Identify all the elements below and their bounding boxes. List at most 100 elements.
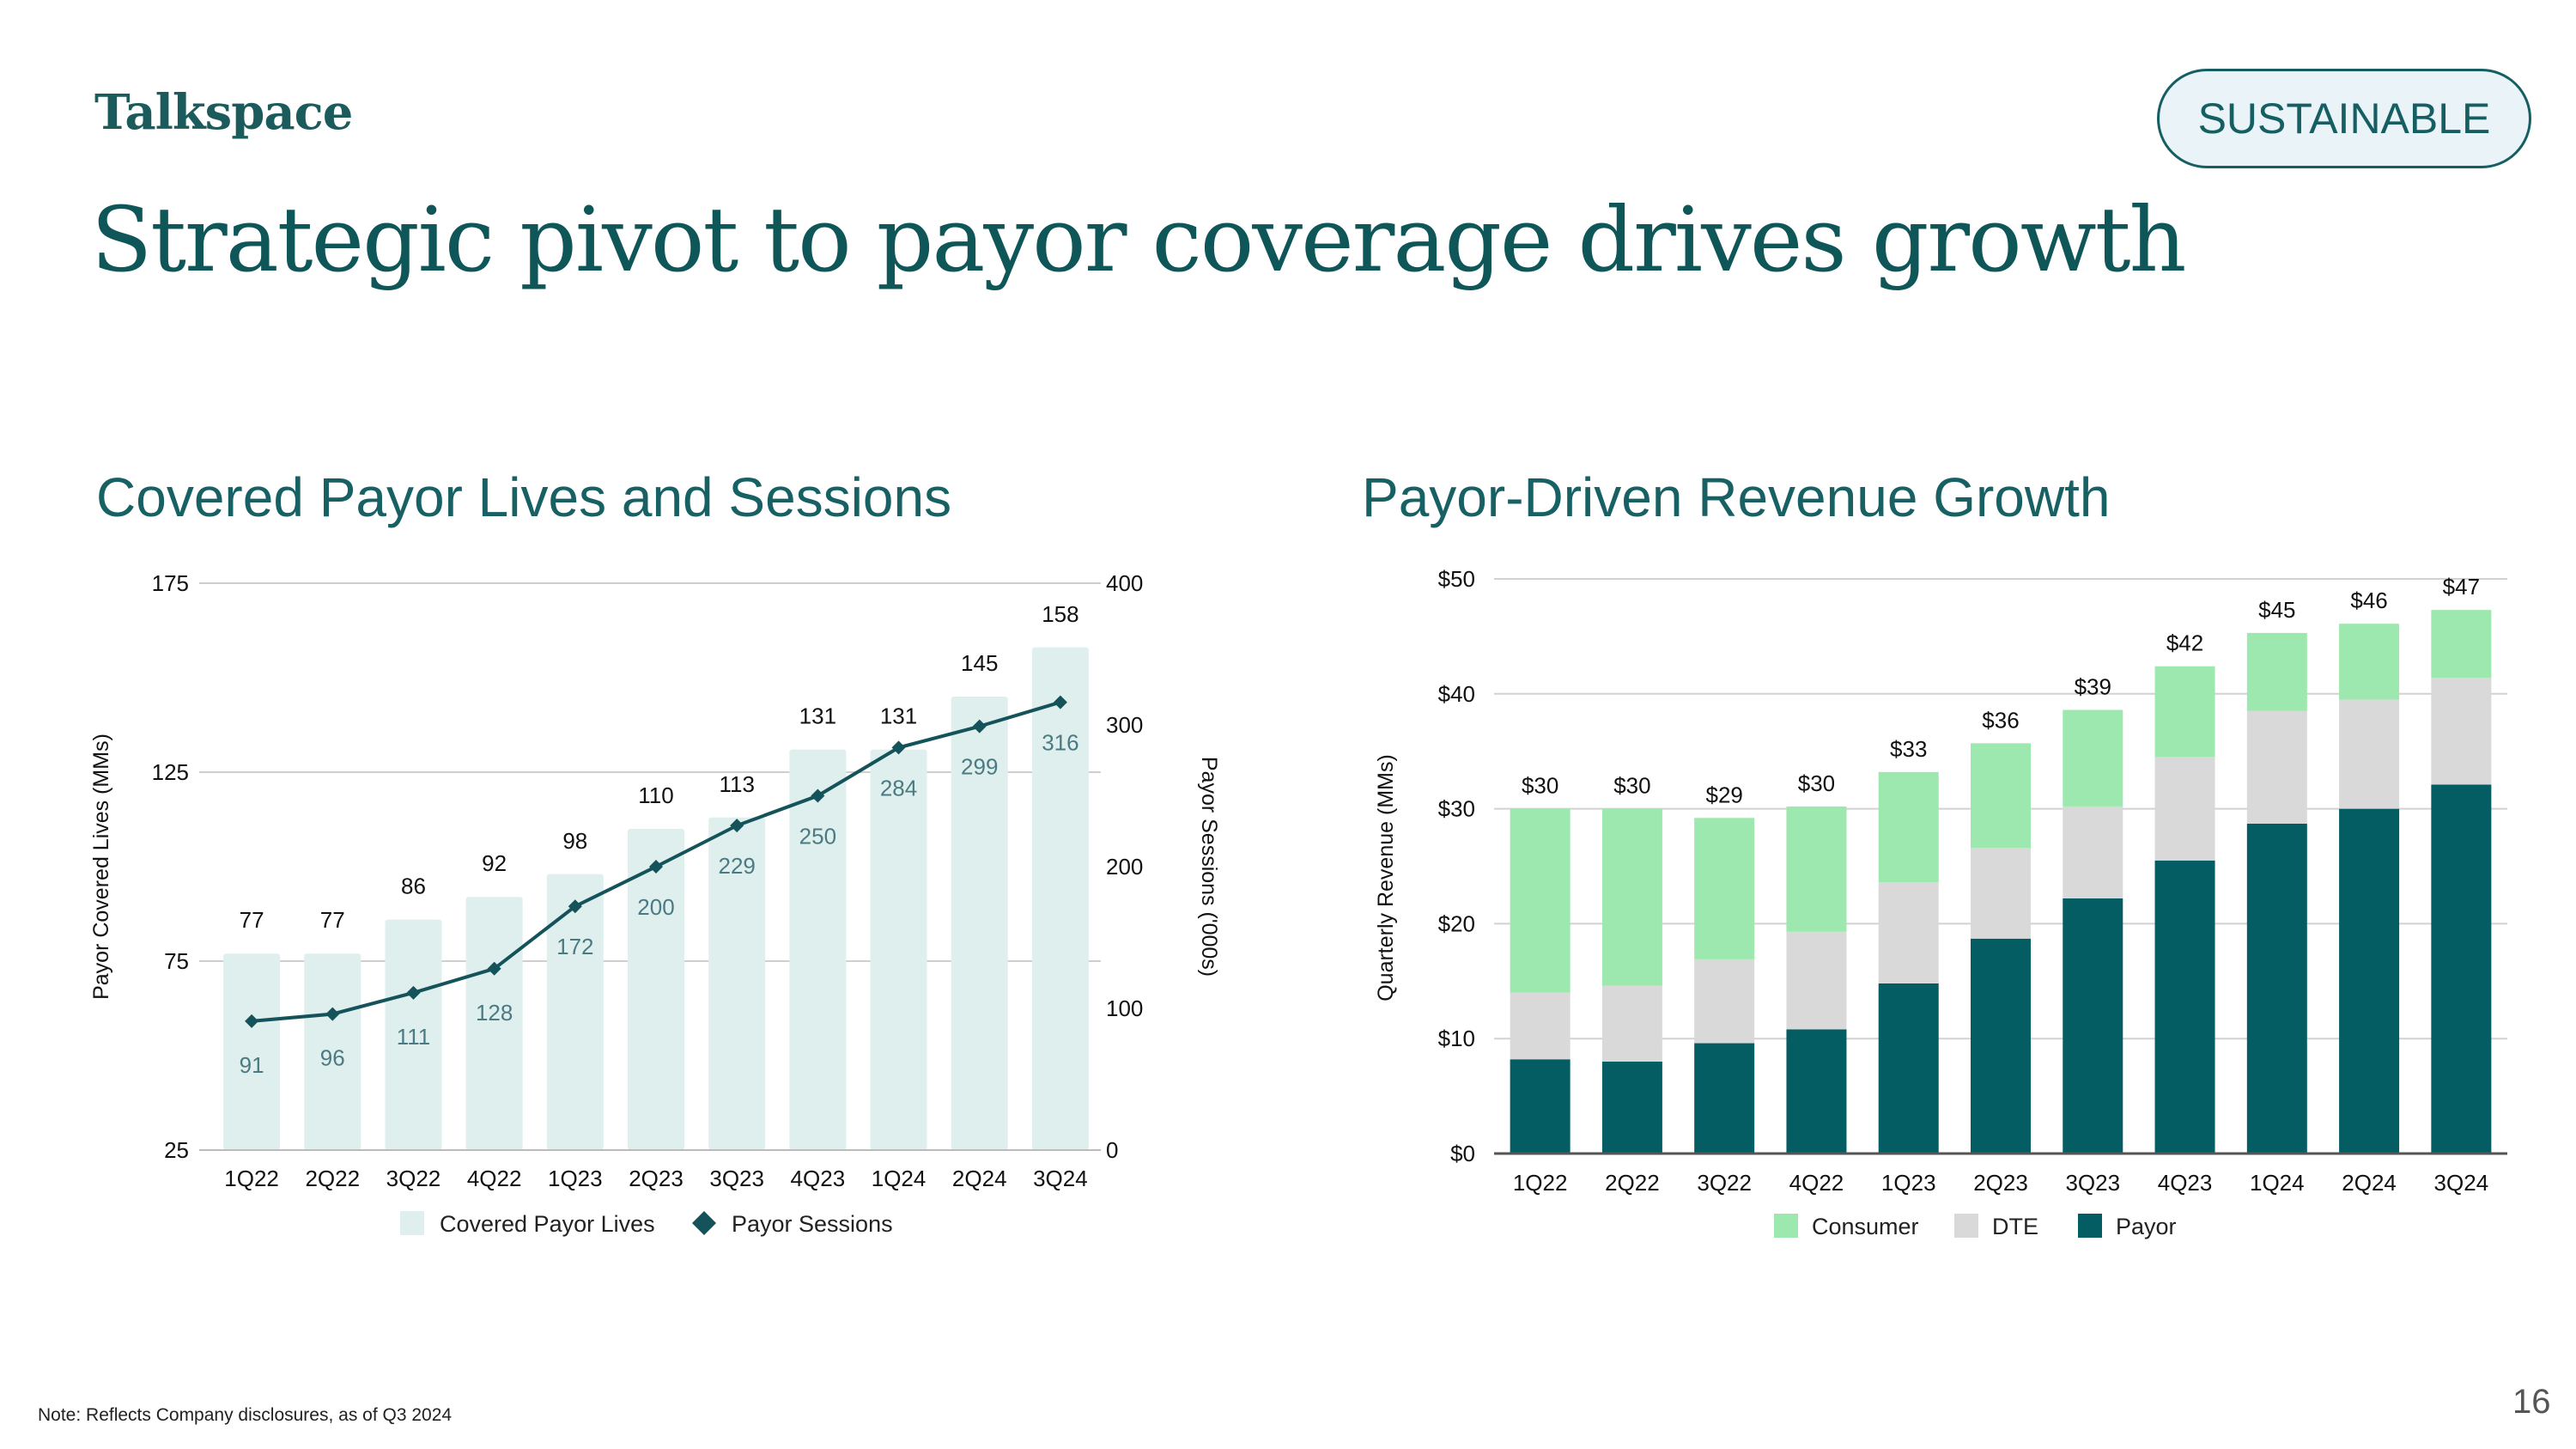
covered-lives-label: 113 bbox=[719, 771, 754, 797]
payor-sessions-label: 200 bbox=[637, 894, 674, 920]
x-tick-label: 3Q22 bbox=[386, 1166, 441, 1191]
dte-revenue-bar bbox=[2154, 757, 2215, 861]
y-tick-label: 175 bbox=[152, 570, 189, 596]
payor-sessions-label: 128 bbox=[476, 1000, 513, 1026]
legend-dte-label: DTE bbox=[1992, 1214, 2038, 1239]
payor-sessions-point bbox=[568, 899, 582, 914]
payor-revenue-bar bbox=[1786, 1029, 1847, 1154]
revenue-total-label: $39 bbox=[2075, 674, 2111, 700]
dte-revenue-bar bbox=[2246, 710, 2307, 824]
legend-payor-label: Payor bbox=[2116, 1214, 2177, 1239]
x-tick-label: 3Q24 bbox=[2434, 1170, 2489, 1196]
x-tick-label: 4Q23 bbox=[791, 1166, 846, 1191]
revenue-total-label: $33 bbox=[1890, 736, 1927, 762]
legend-consumer-swatch bbox=[1774, 1214, 1798, 1238]
payor-sessions-label: 299 bbox=[961, 754, 998, 780]
dte-revenue-bar bbox=[1510, 992, 1571, 1060]
covered-lives-label: 77 bbox=[240, 907, 264, 933]
payor-sessions-label: 229 bbox=[718, 853, 755, 879]
y-tick-label: $10 bbox=[1438, 1026, 1475, 1051]
x-tick-label: 1Q22 bbox=[1513, 1170, 1568, 1196]
dte-revenue-bar bbox=[1971, 848, 2031, 939]
covered-lives-bar bbox=[870, 749, 927, 1150]
payor-revenue-bar bbox=[2431, 784, 2492, 1154]
payor-revenue-bar bbox=[1694, 1043, 1755, 1154]
x-tick-label: 1Q24 bbox=[872, 1166, 927, 1191]
covered-lives-bar bbox=[789, 749, 847, 1150]
dte-revenue-bar bbox=[1694, 959, 1755, 1044]
payor-revenue-bar bbox=[1971, 938, 2031, 1154]
covered-lives-bar bbox=[304, 953, 361, 1150]
covered-lives-bar bbox=[223, 953, 281, 1150]
x-tick-label: 1Q24 bbox=[2250, 1170, 2305, 1196]
dte-revenue-bar bbox=[2063, 806, 2123, 898]
talkspace-logo: Talkspace bbox=[94, 84, 353, 141]
covered-lives-bar bbox=[1031, 647, 1089, 1150]
dte-revenue-bar bbox=[2339, 699, 2400, 809]
y-tick-label: 125 bbox=[152, 759, 189, 785]
x-tick-label: 1Q23 bbox=[1881, 1170, 1936, 1196]
payor-revenue-bar bbox=[1510, 1059, 1571, 1154]
consumer-revenue-bar bbox=[2431, 610, 2492, 679]
y-tick-label: $0 bbox=[1450, 1141, 1475, 1166]
covered-lives-label: 77 bbox=[320, 907, 345, 933]
payor-revenue-bar bbox=[2246, 823, 2307, 1154]
dte-revenue-bar bbox=[1601, 985, 1662, 1062]
payor-revenue-bar bbox=[2154, 860, 2215, 1154]
consumer-revenue-bar bbox=[1971, 743, 2031, 849]
revenue-total-label: $36 bbox=[1982, 707, 2019, 733]
payor-sessions-point bbox=[406, 985, 421, 1000]
consumer-revenue-bar bbox=[2063, 709, 2123, 807]
consumer-revenue-bar bbox=[1694, 818, 1755, 959]
payor-sessions-point bbox=[730, 819, 744, 833]
y2-axis-label: Payor Sessions ('000s) bbox=[1197, 757, 1221, 977]
x-tick-label: 2Q22 bbox=[1605, 1170, 1660, 1196]
covered-lives-label: 98 bbox=[562, 828, 587, 854]
payor-sessions-point bbox=[487, 961, 501, 976]
x-tick-label: 2Q24 bbox=[2342, 1170, 2397, 1196]
page-title: Strategic pivot to payor coverage drives… bbox=[91, 187, 2187, 292]
legend-payor-sessions-label: Payor Sessions bbox=[732, 1211, 893, 1237]
covered-lives-bar bbox=[385, 919, 442, 1150]
x-tick-label: 1Q22 bbox=[224, 1166, 279, 1191]
payor-sessions-point bbox=[245, 1014, 259, 1028]
covered-lives-label: 92 bbox=[482, 850, 507, 876]
y-tick-label: 75 bbox=[164, 948, 189, 974]
chart-title-covered-lives: Covered Payor Lives and Sessions bbox=[96, 466, 952, 528]
payor-sessions-point bbox=[972, 719, 987, 734]
consumer-revenue-bar bbox=[1878, 771, 1939, 883]
covered-lives-label: 86 bbox=[401, 874, 426, 899]
x-tick-label: 2Q22 bbox=[305, 1166, 360, 1191]
consumer-revenue-bar bbox=[2154, 666, 2215, 758]
y-axis-label: Quarterly Revenue (MMs) bbox=[1374, 754, 1398, 1002]
legend-covered-lives-swatch bbox=[400, 1211, 424, 1235]
x-tick-label: 4Q22 bbox=[1789, 1170, 1844, 1196]
revenue-total-label: $30 bbox=[1522, 773, 1558, 799]
y2-tick-label: 300 bbox=[1106, 712, 1143, 738]
consumer-revenue-bar bbox=[1601, 808, 1662, 986]
x-tick-label: 3Q23 bbox=[2065, 1170, 2120, 1196]
covered-lives-label: 131 bbox=[880, 703, 917, 729]
payor-sessions-label: 96 bbox=[320, 1045, 345, 1071]
x-tick-label: 2Q23 bbox=[629, 1166, 683, 1191]
covered-lives-bar bbox=[546, 874, 604, 1150]
payor-revenue-bar bbox=[1601, 1061, 1662, 1154]
covered-lives-bar bbox=[465, 897, 523, 1150]
covered-lives-label: 110 bbox=[638, 782, 673, 808]
dte-revenue-bar bbox=[1786, 931, 1847, 1030]
payor-sessions-point bbox=[891, 740, 906, 755]
y-tick-label: $50 bbox=[1438, 566, 1475, 592]
footnote: Note: Reflects Company disclosures, as o… bbox=[38, 1405, 453, 1425]
covered-lives-label: 158 bbox=[1042, 601, 1078, 627]
covered-lives-label: 131 bbox=[799, 703, 836, 729]
page-number: 16 bbox=[2512, 1383, 2551, 1421]
consumer-revenue-bar bbox=[2246, 632, 2307, 711]
payor-sessions-label: 284 bbox=[880, 775, 917, 801]
covered-lives-bar bbox=[708, 817, 766, 1150]
y2-tick-label: 100 bbox=[1106, 995, 1143, 1021]
covered-lives-bar bbox=[628, 829, 684, 1150]
dte-revenue-bar bbox=[1878, 882, 1939, 983]
legend-covered-lives-label: Covered Payor Lives bbox=[440, 1211, 655, 1237]
y2-tick-label: 0 bbox=[1106, 1137, 1118, 1163]
